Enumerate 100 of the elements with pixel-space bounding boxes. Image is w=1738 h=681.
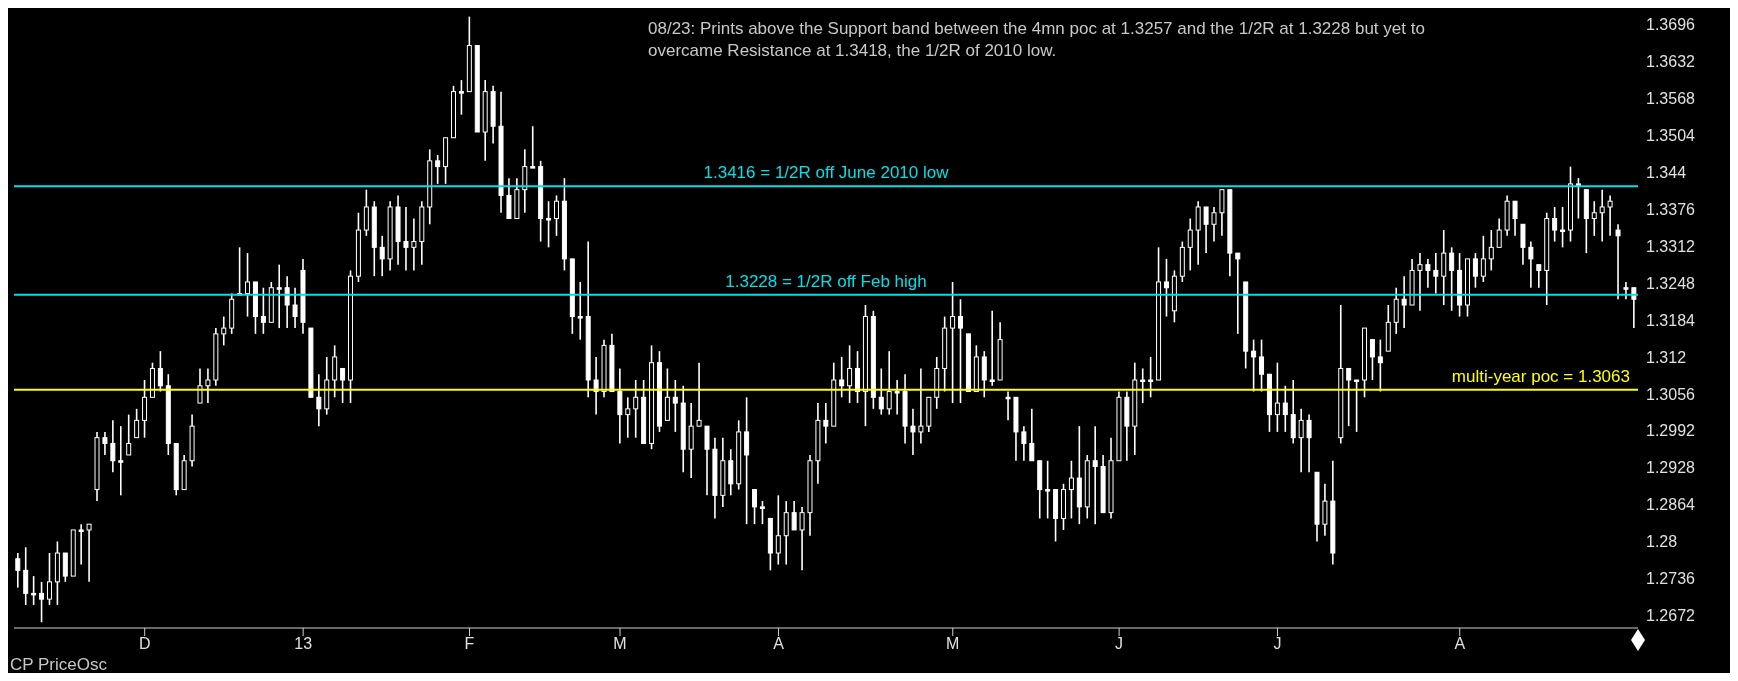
candlestick	[62, 552, 68, 583]
candlestick	[522, 148, 528, 214]
candlestick	[1282, 384, 1288, 433]
candlestick	[363, 188, 369, 237]
y-tick-label: 1.3696	[1646, 16, 1696, 34]
candlestick	[276, 263, 282, 329]
candlestick	[1203, 206, 1209, 254]
candlestick	[1536, 263, 1542, 289]
candlestick	[1607, 194, 1613, 237]
candlestick	[316, 373, 322, 427]
x-tick-label: F	[464, 635, 475, 653]
candlestick	[704, 425, 710, 497]
candlestick	[1219, 188, 1225, 237]
candlestick	[1480, 235, 1486, 283]
candlestick	[110, 419, 116, 474]
candlestick	[403, 206, 409, 272]
candlestick	[1552, 206, 1558, 243]
candlestick	[1290, 379, 1296, 445]
x-tick-label: J	[1273, 635, 1282, 653]
candlestick	[823, 402, 829, 445]
candlestick	[78, 523, 84, 566]
candlestick	[1187, 217, 1193, 272]
y-tick-label: 1.3376	[1646, 200, 1696, 218]
candlestick	[1092, 425, 1098, 525]
x-tick-label: D	[138, 635, 151, 653]
y-tick-label: 1.2672	[1646, 606, 1696, 624]
candlestick	[989, 309, 995, 387]
candlestick	[31, 575, 37, 606]
candlestick	[284, 275, 290, 329]
y-tick-label: 1.2736	[1646, 570, 1696, 588]
candlestick	[1005, 390, 1011, 422]
candlestick	[728, 448, 734, 497]
candlestick	[205, 367, 211, 404]
y-tick-label: 1.28	[1646, 533, 1678, 551]
candlestick	[1274, 361, 1280, 433]
y-tick-label: 1.3056	[1646, 385, 1696, 403]
candlestick	[918, 367, 924, 445]
candlestick	[245, 252, 251, 318]
candlestick	[1346, 367, 1352, 427]
candlestick	[577, 281, 583, 341]
y-tick-label: 1.3184	[1646, 311, 1696, 329]
y-tick-label: 1.2992	[1646, 422, 1696, 440]
candlestick	[791, 500, 797, 531]
candlestick	[1512, 200, 1518, 237]
candlestick	[435, 154, 441, 185]
candlestick	[799, 506, 805, 572]
candlestick	[1211, 206, 1217, 243]
candlestick	[340, 367, 346, 404]
candlestick	[221, 315, 227, 347]
candlestick	[118, 425, 124, 497]
candlestick	[1140, 367, 1146, 404]
candlestick	[260, 286, 266, 335]
candlestick	[855, 350, 861, 404]
candlestick	[134, 408, 140, 439]
candlestick	[1425, 258, 1431, 289]
candlestick	[1298, 408, 1304, 474]
candlestick	[1528, 240, 1534, 289]
candlestick	[1496, 217, 1502, 249]
x-tick-label: A	[1454, 635, 1466, 653]
candlestick	[1377, 338, 1383, 393]
candlestick	[894, 379, 900, 416]
y-tick-label: 1.3504	[1646, 127, 1696, 145]
candlestick	[950, 281, 956, 404]
candlestick	[1433, 252, 1439, 295]
y-tick-label: 1.2864	[1646, 496, 1696, 514]
candlestick	[1449, 246, 1455, 312]
candlestick	[1631, 286, 1637, 329]
candlestick	[672, 379, 678, 433]
candlestick	[1029, 408, 1035, 462]
candlestick	[1306, 413, 1312, 474]
candlestick	[1401, 275, 1407, 329]
candlestick	[1393, 286, 1399, 335]
candlestick	[1441, 229, 1447, 306]
candlestick	[1021, 425, 1027, 462]
candlestick	[759, 500, 765, 525]
x-tick-label: J	[1115, 635, 1124, 653]
y-tick-label: 1.3248	[1646, 274, 1696, 292]
text: CP PriceOsc	[10, 654, 107, 676]
x-tick-label: A	[773, 635, 785, 653]
candlestick	[1488, 229, 1494, 272]
x-tick-label: 13	[294, 635, 313, 653]
candlestick	[847, 344, 853, 404]
candlestick	[688, 402, 694, 479]
candlestick	[783, 500, 789, 566]
candlestick	[775, 494, 781, 566]
candlestick	[1163, 258, 1169, 318]
ref-line-label: multi-year poc = 1.3063	[1451, 366, 1630, 386]
candlestick	[102, 431, 108, 456]
candlestick	[696, 361, 702, 427]
candlestick	[15, 552, 21, 589]
candlestick	[1615, 223, 1621, 301]
candlestick	[379, 235, 385, 277]
candlestick	[1251, 338, 1257, 393]
y-tick-label: 1.2928	[1646, 459, 1696, 477]
y-tick-label: 1.3632	[1646, 53, 1696, 71]
candlestick	[752, 488, 758, 525]
annotation: 08/23: Prints above the Support band between the 4mn poc at 1.3257 and the 1/2R at 1.3228 but yet to overcame Resistance at 1.3418, the 1/2R of 2010 low.	[648, 18, 1426, 62]
candlestick	[1148, 356, 1154, 399]
candlestick	[1068, 459, 1074, 520]
candlestick	[1235, 252, 1241, 335]
